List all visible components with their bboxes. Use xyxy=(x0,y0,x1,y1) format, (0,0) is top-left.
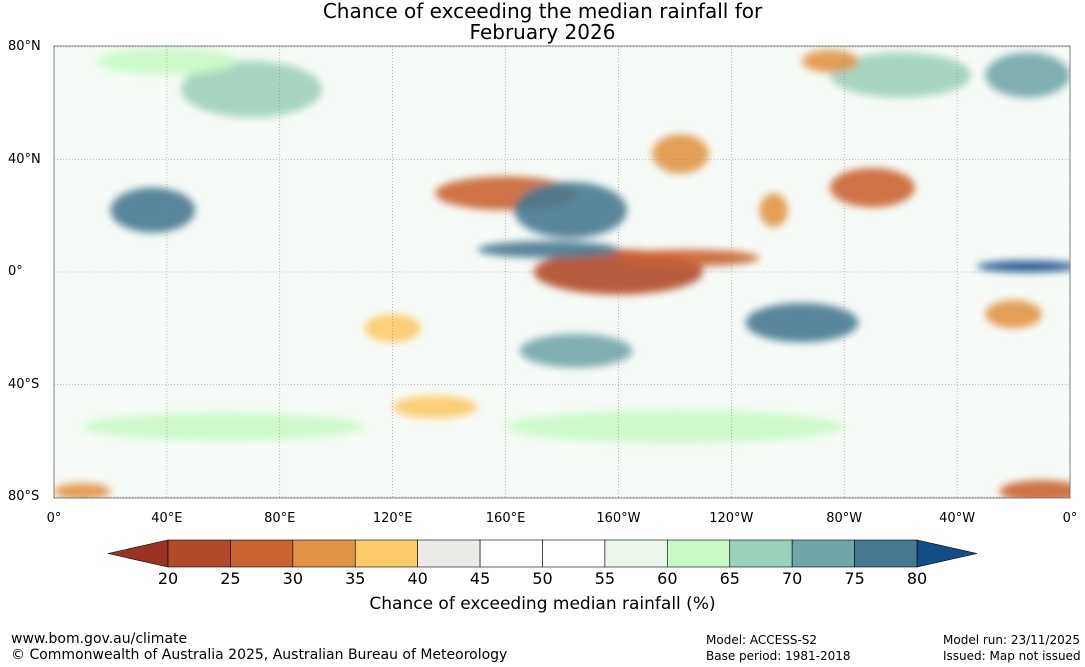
colorbar-tick-label: 50 xyxy=(532,569,553,588)
anomaly-region xyxy=(505,409,845,444)
anomaly-region xyxy=(999,480,1070,498)
anomaly-region xyxy=(477,241,619,258)
lon-label: 80°W xyxy=(826,511,863,526)
colorbar-tick-label: 30 xyxy=(282,569,304,588)
colorbar-low-arrow xyxy=(107,539,169,568)
colorbar-tick-label: 20 xyxy=(157,569,179,588)
anomaly-region xyxy=(110,187,196,233)
lat-label: 40°S xyxy=(8,376,40,392)
colorbar-bin xyxy=(791,539,855,568)
lon-label: 160°E xyxy=(485,511,526,526)
colorbar-tick-label: 70 xyxy=(781,569,803,588)
colorbar-bin xyxy=(292,539,356,568)
anomaly-region xyxy=(181,61,323,118)
colorbar-bin xyxy=(542,539,606,568)
map-title-line2: February 2026 xyxy=(469,20,616,44)
anomaly-region xyxy=(652,134,709,174)
colorbar-bin xyxy=(854,539,918,568)
lat-label: 0° xyxy=(8,264,23,279)
anomaly-region xyxy=(801,49,859,73)
colorbar-tick-label: 65 xyxy=(719,569,740,588)
colorbar-tick-label: 25 xyxy=(220,569,241,588)
map-frame xyxy=(53,45,1071,499)
colorbar-tick-label: 55 xyxy=(594,569,616,588)
colorbar-bin xyxy=(729,539,793,568)
colorbar-bin xyxy=(354,539,418,568)
colorbar-tick-label: 60 xyxy=(657,569,678,588)
lat-label: 80°N xyxy=(8,39,41,54)
colorbar-label: Chance of exceeding median rainfall (%) xyxy=(369,594,716,614)
anomaly-region xyxy=(82,412,365,441)
anomaly-region xyxy=(830,52,972,98)
colorbar-bin xyxy=(417,539,481,568)
anomaly-region xyxy=(519,333,633,368)
anomaly-region xyxy=(392,395,478,419)
lat-label: 80°S xyxy=(8,489,40,504)
anomaly-region xyxy=(745,302,859,343)
lon-label: 120°W xyxy=(709,511,754,526)
anomaly-region xyxy=(514,182,627,239)
colorbar-tick-label: 40 xyxy=(407,569,428,588)
model-run: Model run: 23/11/2025 xyxy=(943,633,1081,647)
lon-label: 0° xyxy=(1062,511,1078,526)
lon-label: 40°E xyxy=(151,511,183,526)
lon-label: 160°W xyxy=(596,511,641,526)
colorbar-tick-label: 45 xyxy=(469,569,491,588)
colorbar-bin xyxy=(230,539,294,568)
colorbar-tick-label: 35 xyxy=(345,569,366,588)
anomaly-region xyxy=(985,52,1070,98)
lon-label: 0° xyxy=(46,511,62,526)
issued-status: Issued: Map not issued xyxy=(943,649,1081,663)
colorbar-bin xyxy=(479,539,543,568)
lon-label: 80°E xyxy=(264,511,296,526)
anomaly-region xyxy=(618,249,760,267)
map-title-line1: Chance of exceeding the median rainfall … xyxy=(322,0,763,23)
colorbar-bin xyxy=(667,539,731,568)
anomaly-region xyxy=(985,300,1042,329)
anomaly-region xyxy=(830,167,915,208)
colorbar-high-arrow xyxy=(916,539,978,568)
bom-url-link[interactable]: www.bom.gov.au/climate xyxy=(11,631,188,647)
colorbar-bin xyxy=(167,539,231,568)
anomaly-layer xyxy=(54,47,1070,498)
base-period: Base period: 1981-2018 xyxy=(706,649,851,663)
lat-label: 40°N xyxy=(8,151,41,167)
colorbar-bin xyxy=(604,539,668,568)
anomaly-region xyxy=(759,193,788,227)
colorbar-tick-label: 80 xyxy=(906,569,928,588)
model-name: Model: ACCESS-S2 xyxy=(706,633,818,647)
lon-label: 120°E xyxy=(372,511,413,526)
lon-label: 40°W xyxy=(939,511,976,526)
anomaly-region xyxy=(54,482,111,498)
colorbar-tick-label: 75 xyxy=(844,569,865,588)
anomaly-region xyxy=(976,260,1070,272)
colorbar xyxy=(107,539,978,568)
copyright: © Commonwealth of Australia 2025, Austra… xyxy=(11,647,508,663)
